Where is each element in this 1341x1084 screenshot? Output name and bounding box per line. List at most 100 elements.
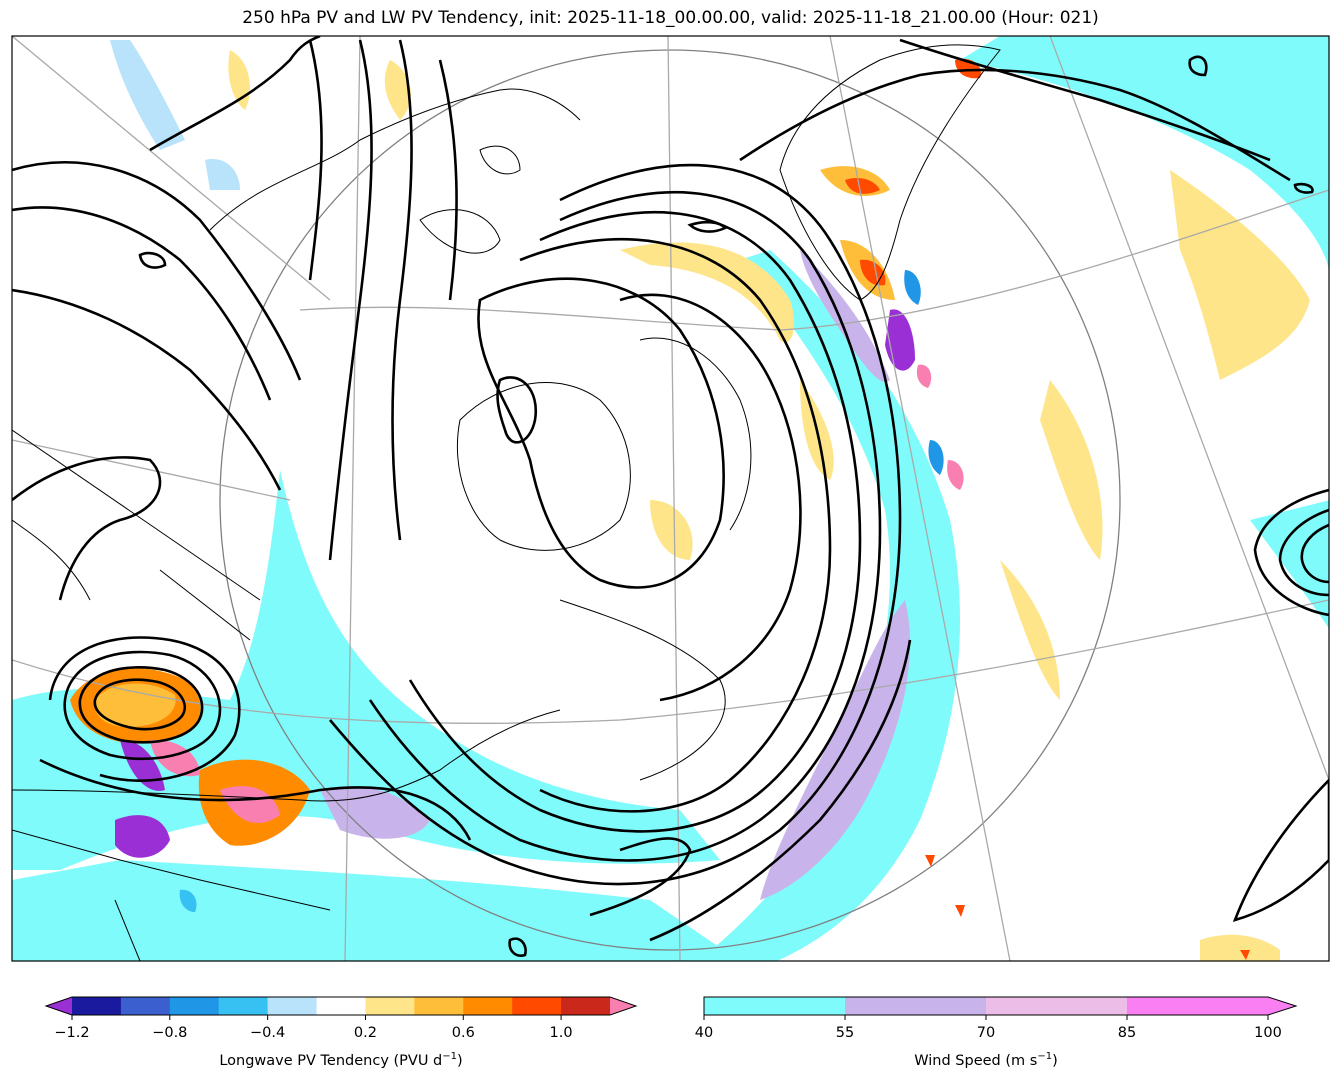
wind-colorbar-over-arrow bbox=[1268, 997, 1296, 1015]
border-states bbox=[12, 829, 331, 911]
coastline-greenland bbox=[779, 44, 1001, 301]
meridian-2 bbox=[344, 36, 361, 961]
pv-contour-nw-2 bbox=[12, 206, 272, 401]
pv-contour-cyclone-4 bbox=[48, 636, 241, 782]
coastline-hudson bbox=[456, 382, 631, 551]
colorbar-segment bbox=[986, 997, 1128, 1015]
coastline-arctic-islands bbox=[419, 209, 501, 254]
pv-contour-oval bbox=[496, 376, 538, 444]
colorbar-segment bbox=[845, 997, 987, 1015]
pv-negative-blue-2 bbox=[928, 440, 944, 475]
pv-contour-trough-4 bbox=[519, 237, 832, 813]
pv-contour-east-2 bbox=[1278, 508, 1329, 597]
figure-title: 250 hPa PV and LW PV Tendency, init: 202… bbox=[242, 8, 1099, 28]
colorbar-segment bbox=[169, 997, 220, 1015]
pv-contour-east-3 bbox=[1300, 523, 1329, 584]
colorbar-segment bbox=[218, 997, 269, 1015]
coastline-arctic bbox=[209, 88, 581, 231]
pv-contour-left-1 bbox=[12, 456, 162, 601]
pv-contour-trough-2 bbox=[368, 190, 882, 862]
colorbar-tick-label: 100 bbox=[1254, 1025, 1282, 1041]
pv-contour-cyclone-3 bbox=[93, 678, 187, 731]
meridian-5 bbox=[1049, 36, 1329, 781]
pv-purple-cyclone bbox=[120, 739, 165, 791]
pv-contour-small-s bbox=[508, 937, 527, 957]
colorbar-segment bbox=[72, 997, 122, 1015]
graticule bbox=[12, 36, 1329, 961]
pv-contour-west-1 bbox=[328, 39, 373, 561]
colorbar-segment bbox=[316, 997, 366, 1015]
meridian-6 bbox=[12, 439, 291, 501]
pv-contour-nw-3 bbox=[12, 288, 282, 491]
pv-contour-inner-2 bbox=[619, 293, 802, 702]
wind-colorbar-segments bbox=[704, 997, 1269, 1015]
pv-contour-east-1 bbox=[1253, 488, 1329, 617]
pv-positive-ring bbox=[620, 242, 795, 343]
pv-contour-south-2 bbox=[589, 837, 692, 917]
pv-blue-south bbox=[179, 889, 197, 912]
colorbar-tick-label: 55 bbox=[835, 1025, 855, 1041]
colorbar-segment bbox=[365, 997, 415, 1015]
pv-contour-west-2 bbox=[391, 39, 413, 541]
pv-contour-loop bbox=[687, 220, 728, 233]
map-panel bbox=[12, 36, 1329, 961]
border-provinces-2 bbox=[159, 569, 251, 641]
pv-contour-south-3 bbox=[649, 639, 912, 942]
coastline-arctic-islands-2 bbox=[479, 145, 521, 175]
colorbar-tick-label: −0.8 bbox=[152, 1025, 188, 1041]
pv-red-coast bbox=[860, 259, 886, 286]
pv-red-small-2 bbox=[955, 905, 965, 917]
colorbar-tick-label: 40 bbox=[694, 1025, 714, 1041]
wind-colorbar-label: Wind Speed (m s−1) bbox=[914, 1051, 1058, 1069]
colorbar-tick-label: 0.2 bbox=[353, 1025, 377, 1041]
colorbar-segment bbox=[414, 997, 464, 1015]
colorbar-segment bbox=[463, 997, 513, 1015]
wind-colorbar-outline bbox=[703, 996, 1298, 1016]
pv-positive-right-2 bbox=[1000, 560, 1060, 700]
pv-positive-right bbox=[1040, 380, 1103, 560]
pv-contour-northeast-2 bbox=[899, 38, 1271, 162]
pv-contour-nw-1 bbox=[12, 161, 302, 381]
colorbar-tick-label: −0.4 bbox=[250, 1025, 286, 1041]
pv-colorbar-under-arrow bbox=[46, 997, 72, 1015]
pv-yellow-cyclone bbox=[94, 683, 176, 728]
pv-contour-south bbox=[39, 758, 472, 841]
colorbar-segment bbox=[561, 997, 611, 1015]
pv-contour-trough-1 bbox=[329, 163, 902, 886]
pv-positive-ne-band bbox=[1170, 170, 1310, 380]
pv-colorbar-segments bbox=[72, 997, 611, 1015]
pv-purple-sw bbox=[115, 815, 170, 858]
pv-pink-cyclone bbox=[150, 739, 200, 777]
colorbar-tick-label: 0.6 bbox=[451, 1025, 475, 1041]
pv-contour-small-island bbox=[138, 251, 167, 269]
pv-negative-blue bbox=[904, 270, 921, 305]
pv-contour-west-3 bbox=[438, 59, 458, 301]
pv-positive-local bbox=[650, 500, 693, 560]
pv-colorbar-ticks bbox=[71, 1015, 562, 1020]
pv-contour-trough-3 bbox=[408, 210, 862, 833]
latitude-circle-mid bbox=[299, 189, 1329, 331]
meridian-4 bbox=[829, 36, 1011, 961]
pv-pink-south bbox=[220, 786, 280, 823]
pv-red-north bbox=[845, 178, 880, 194]
colorbar-segment bbox=[512, 997, 562, 1015]
jet-east-edge bbox=[1250, 500, 1329, 629]
pv-positive-top-center bbox=[384, 60, 411, 120]
pv-tendency-colorbar bbox=[44, 996, 638, 1020]
coastlines bbox=[12, 44, 1001, 961]
pv-red-small-3 bbox=[1240, 950, 1250, 960]
border-us-canada bbox=[12, 709, 561, 802]
meridian-1 bbox=[12, 36, 331, 301]
pv-contour-ne-small bbox=[1188, 55, 1208, 77]
pv-contour-west-4 bbox=[308, 39, 323, 281]
colorbar-tick-label: 1.0 bbox=[549, 1025, 573, 1041]
pv-contour-cyclone-2 bbox=[78, 666, 204, 744]
pv-red-small-1 bbox=[925, 855, 935, 867]
colorbar-segment bbox=[1127, 997, 1269, 1015]
pv-colorbar-over-arrow bbox=[610, 997, 636, 1015]
jet-left-blue-2 bbox=[205, 159, 240, 190]
jet-left-blue bbox=[110, 40, 185, 150]
map-frame bbox=[11, 35, 1330, 962]
colorbar-tick-label: −1.2 bbox=[54, 1025, 90, 1041]
pv-contours bbox=[12, 36, 1329, 957]
